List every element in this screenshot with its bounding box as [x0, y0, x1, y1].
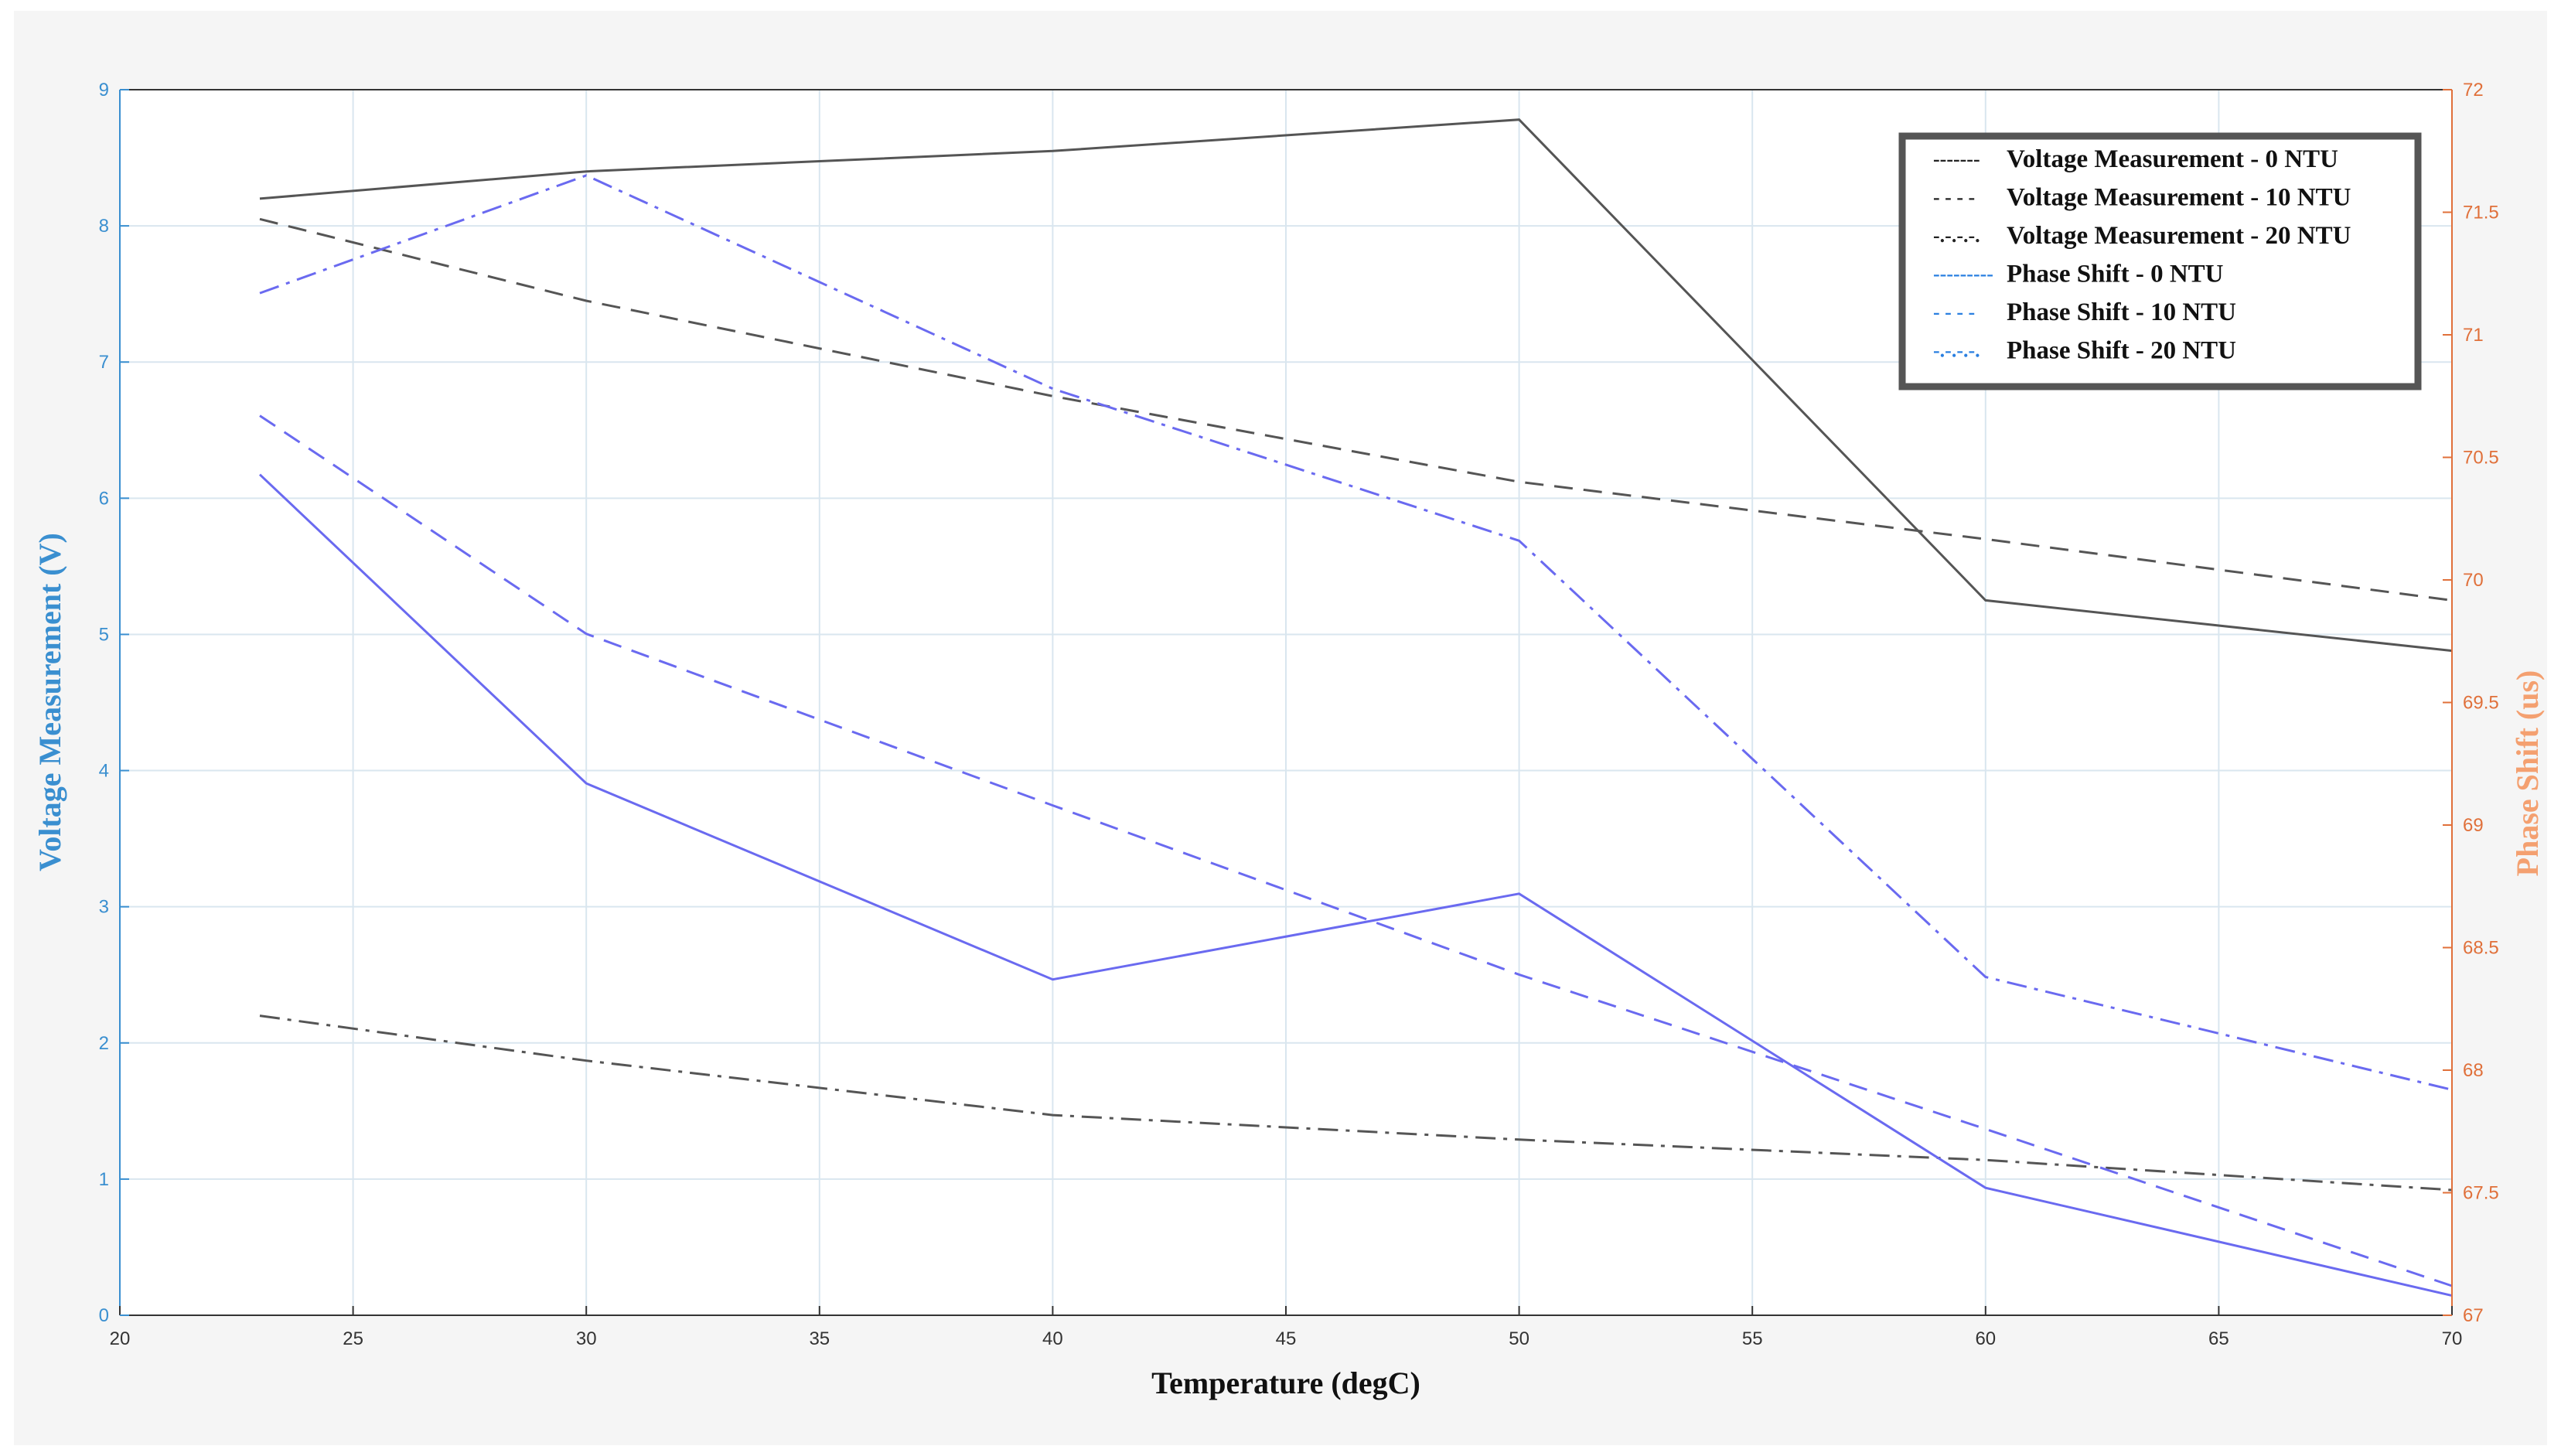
right-tick-label: 71.5	[2463, 203, 2499, 223]
series-layer	[258, 118, 2453, 1297]
legend-sample-2: - - - -	[1933, 186, 1975, 209]
series-line-1	[259, 118, 2453, 653]
legend-sample-5: - - - -	[1933, 301, 1975, 323]
right-tick-label: 70	[2463, 570, 2484, 591]
left-tick-label: 4	[99, 761, 109, 782]
left-tick-label: 3	[99, 897, 109, 918]
x-tick-label: 70	[2442, 1328, 2463, 1349]
legend-sample-6: -.-.-.-.	[1933, 339, 1980, 362]
legend-sample-3: -.-.-.-.	[1933, 224, 1980, 247]
right-tick-label: 69.5	[2463, 693, 2499, 714]
left-tick-label: 6	[99, 488, 109, 509]
legend-label-3: Voltage Measurement - 20 NTU	[2007, 222, 2351, 250]
x-tick-label: 40	[1042, 1328, 1063, 1349]
right-tick-label: 71	[2463, 325, 2484, 346]
legend-label-1: Voltage Measurement - 0 NTU	[2007, 145, 2338, 173]
series-line-5	[259, 414, 2453, 1287]
left-tick-label: 7	[99, 352, 109, 373]
legend-label-5: Phase Shift - 10 NTU	[2007, 298, 2236, 326]
x-tick-label: 45	[1276, 1328, 1297, 1349]
right-tick-label: 67	[2463, 1305, 2484, 1326]
x-tick-label: 60	[1975, 1328, 1996, 1349]
left-tick-label: 8	[99, 216, 109, 237]
x-axis-title: Temperature (degC)	[1151, 1366, 1420, 1400]
x-tick-label: 20	[110, 1328, 131, 1349]
left-tick-label: 9	[99, 80, 109, 101]
left-tick-label: 0	[99, 1305, 109, 1326]
left-tick-label: 1	[99, 1169, 109, 1190]
series-line-4	[258, 473, 2453, 1297]
ticks: 20 25 30 35 40 45 50 55 60 65 7001234567896767.568…	[99, 80, 2499, 1349]
right-tick-label: 68.5	[2463, 938, 2499, 959]
right-tick-label: 68	[2463, 1060, 2484, 1081]
right-tick-label: 69	[2463, 815, 2484, 836]
series-line-6	[259, 174, 2453, 1091]
x-tick-label: 30	[576, 1328, 597, 1349]
x-tick-label: 55	[1742, 1328, 1763, 1349]
right-tick-label: 67.5	[2463, 1183, 2499, 1204]
left-tick-label: 2	[99, 1033, 109, 1054]
legend-sample-4: ---------	[1933, 263, 1993, 285]
series-line-2	[259, 217, 2453, 602]
x-tick-label: 50	[1509, 1328, 1529, 1349]
legend-label-4: Phase Shift - 0 NTU	[2007, 261, 2224, 288]
left-tick-label: 5	[99, 624, 109, 645]
right-tick-label: 72	[2463, 80, 2484, 101]
legend-label-2: Voltage Measurement - 10 NTU	[2007, 184, 2351, 212]
legend-box	[1898, 132, 2422, 390]
right-tick-label: 70.5	[2463, 448, 2499, 469]
x-tick-label: 65	[2208, 1328, 2229, 1349]
legend-label-6: Phase Shift - 20 NTU	[2007, 337, 2236, 365]
legend-sample-1: -------	[1933, 148, 1980, 170]
series-line-3	[259, 1014, 2453, 1192]
left-axis-title: Voltage Measurement (V)	[32, 533, 67, 871]
right-axis-title: Phase Shift (us)	[2510, 670, 2545, 877]
legend: ------- Voltage Measurement - 0 NTU - - - …	[1898, 132, 2422, 390]
x-tick-label: 25	[343, 1328, 363, 1349]
x-tick-label: 35	[809, 1328, 830, 1349]
